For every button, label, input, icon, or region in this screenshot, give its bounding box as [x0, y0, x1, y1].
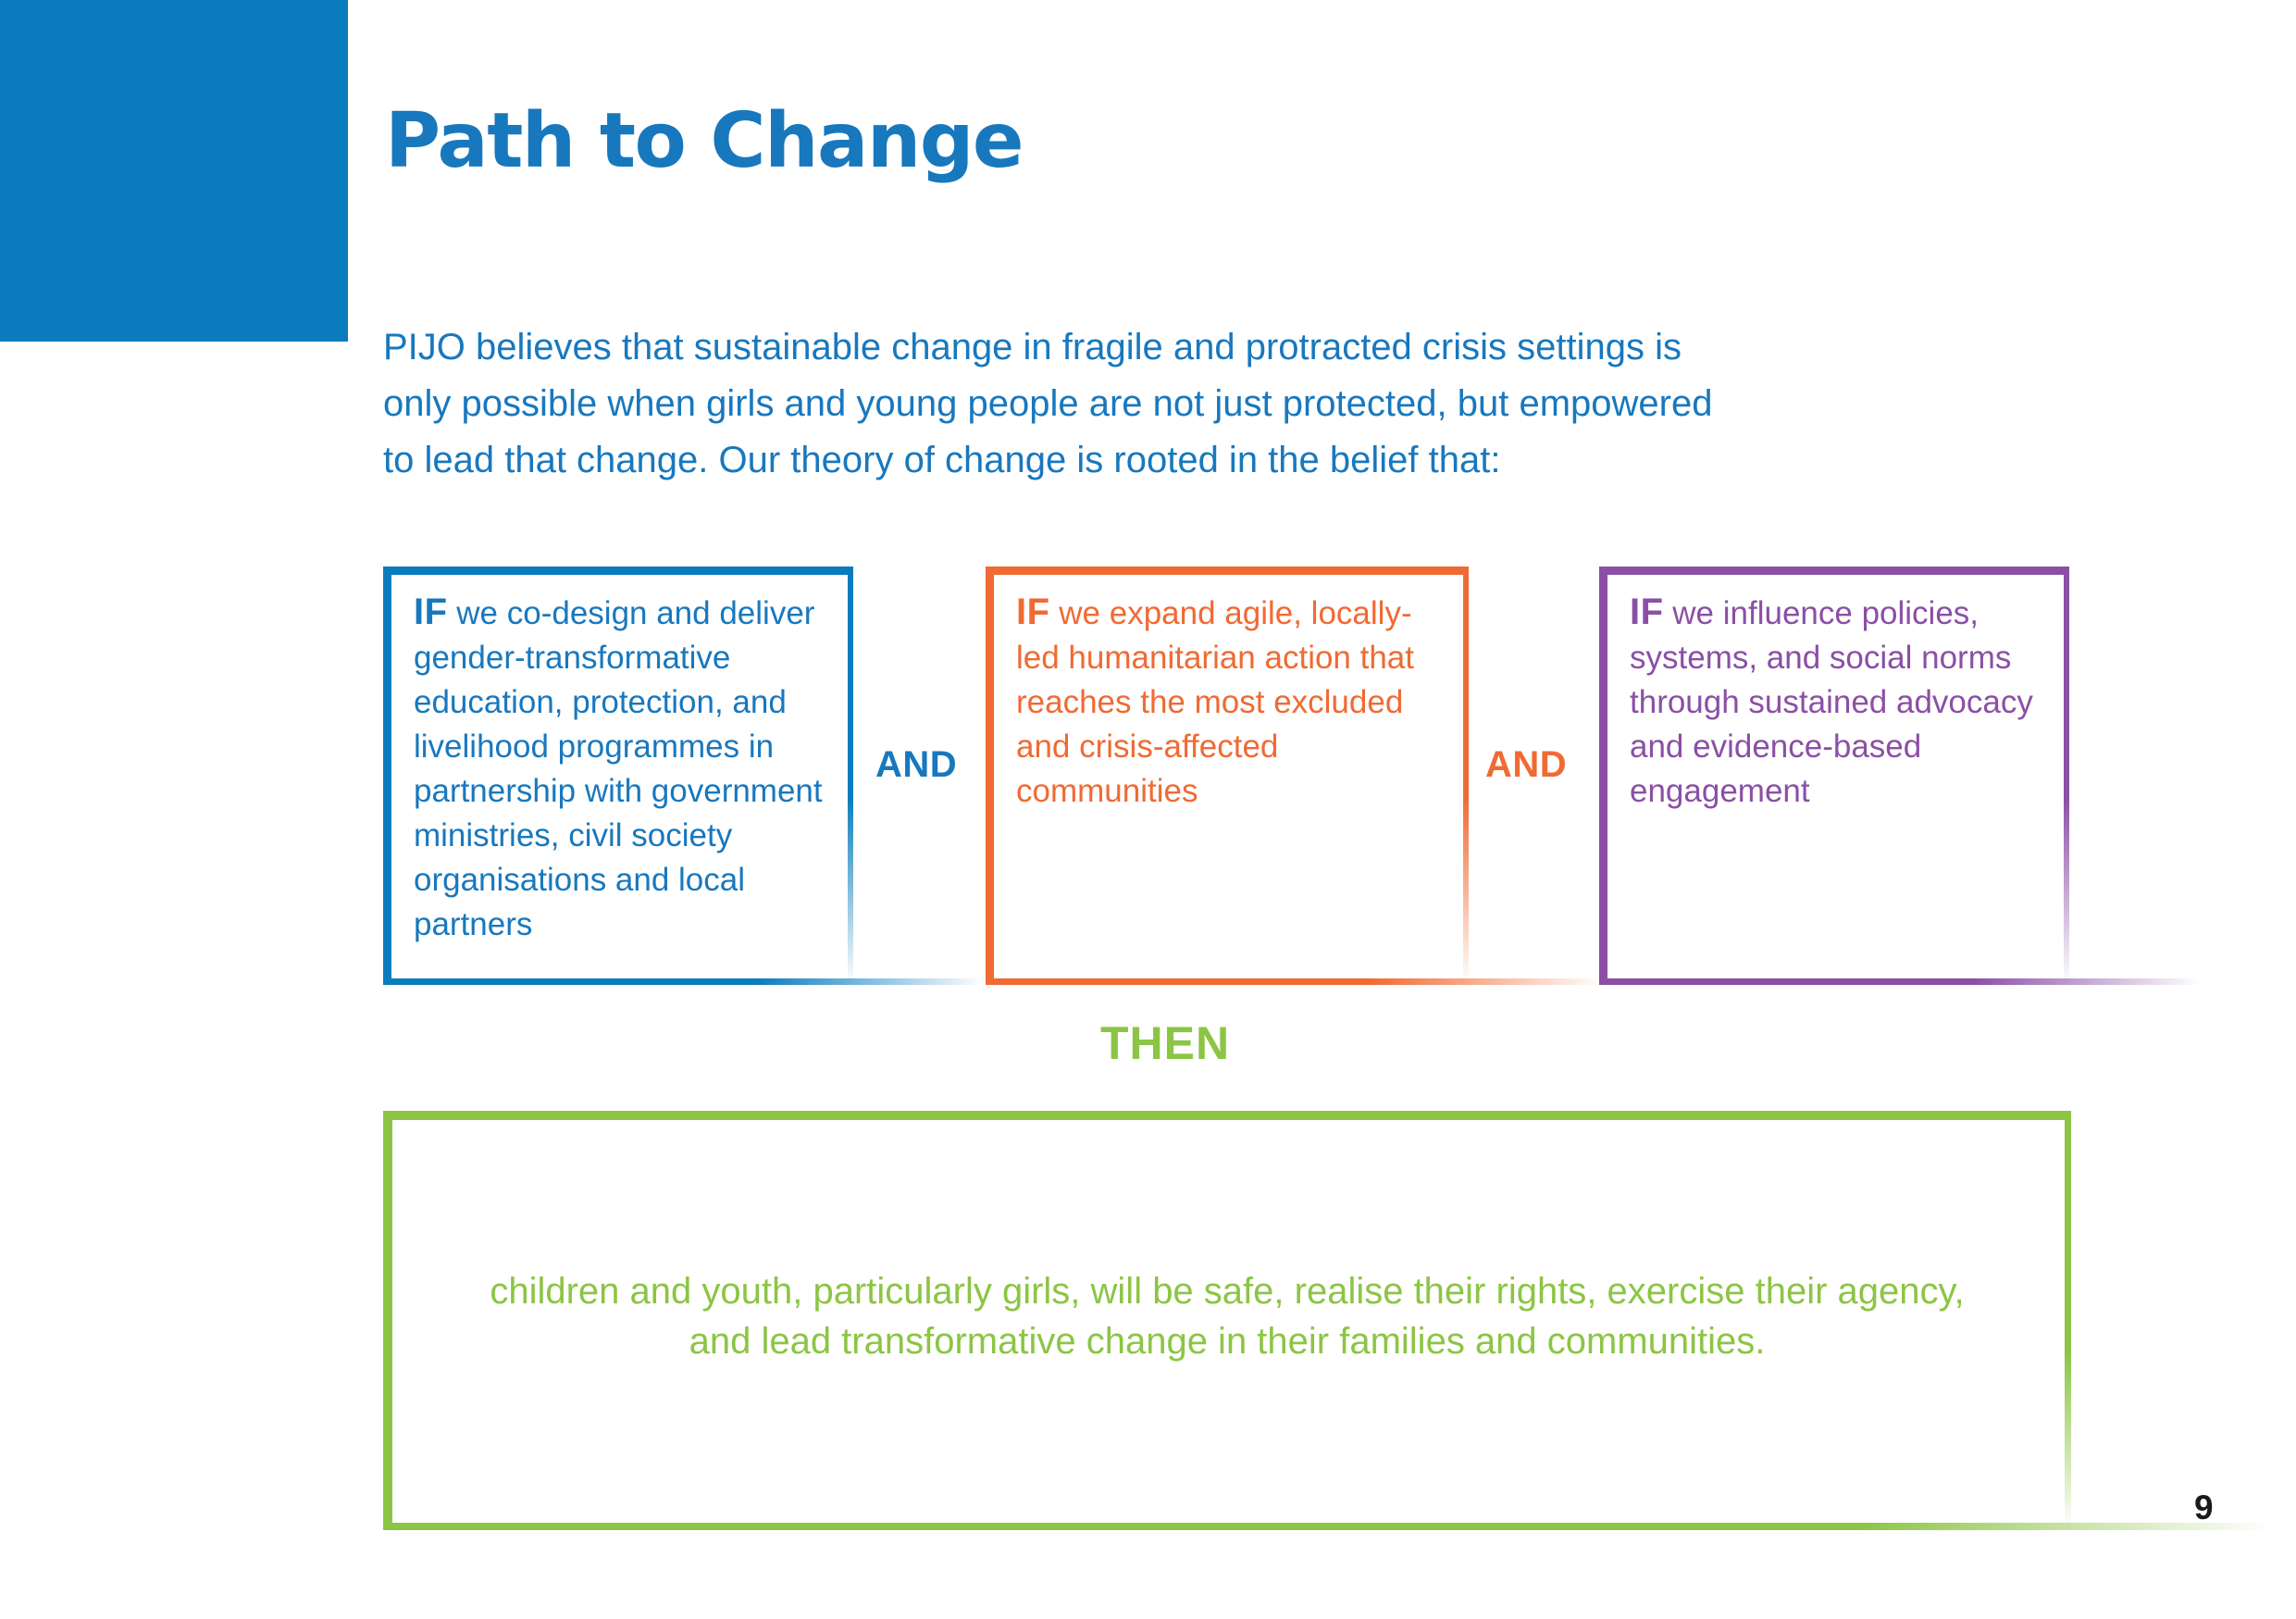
if-body: we co-design and deliver gender-transfor… — [414, 595, 823, 942]
intro-paragraph: PIJO believes that sustainable change in… — [383, 319, 2073, 489]
if-card-text: IF we influence policies, systems, and s… — [1630, 590, 2051, 814]
connector-and-1: AND — [875, 744, 958, 785]
card-border-bottom — [1599, 978, 2202, 985]
outcome-border-left — [383, 1111, 392, 1530]
if-keyword: IF — [414, 592, 448, 632]
page-number: 9 — [2194, 1488, 2214, 1526]
outcome-border-top — [383, 1111, 2071, 1120]
if-card-advocacy: IF we influence policies, systems, and s… — [1599, 567, 2202, 985]
card-border-left — [1599, 567, 1607, 985]
if-keyword: IF — [1630, 592, 1664, 632]
if-card-education: IF we co-design and deliver gender-trans… — [383, 567, 986, 985]
if-body: we expand agile, locally-led humanitaria… — [1016, 595, 1414, 809]
card-border-right — [1463, 567, 1469, 985]
if-keyword: IF — [1016, 592, 1050, 632]
card-border-bottom — [383, 978, 986, 985]
card-border-top — [383, 567, 853, 575]
intro-line-1: PIJO believes that sustainable change in… — [383, 327, 1682, 367]
card-border-bottom — [986, 978, 1605, 985]
connector-then: THEN — [1099, 1017, 1231, 1069]
page-title: Path to Change — [385, 97, 1024, 185]
outcome-border-bottom — [383, 1523, 2274, 1530]
card-border-right — [2064, 567, 2069, 985]
outcome-box: children and youth, particularly girls, … — [383, 1111, 2274, 1530]
if-card-text: IF we co-design and deliver gender-trans… — [414, 590, 835, 947]
card-border-top — [1599, 567, 2069, 575]
intro-line-2: only possible when girls and young peopl… — [383, 383, 1713, 424]
if-body: we influence policies, systems, and soci… — [1630, 595, 2033, 809]
card-border-left — [986, 567, 994, 985]
outcome-border-right — [2065, 1111, 2071, 1530]
outcome-line-1: children and youth, particularly girls, … — [490, 1271, 1965, 1312]
card-border-top — [986, 567, 1469, 575]
outcome-line-2: and lead transformative change in their … — [689, 1321, 1766, 1362]
intro-line-3: to lead that change. Our theory of chang… — [383, 440, 1501, 480]
if-card-text: IF we expand agile, locally-led humanita… — [1016, 590, 1450, 814]
decorative-corner-block — [0, 0, 348, 342]
if-card-humanitarian: IF we expand agile, locally-led humanita… — [986, 567, 1605, 985]
card-border-left — [383, 567, 391, 985]
outcome-text: children and youth, particularly girls, … — [439, 1266, 2016, 1366]
card-border-right — [848, 567, 853, 985]
connector-and-2: AND — [1485, 744, 1568, 785]
